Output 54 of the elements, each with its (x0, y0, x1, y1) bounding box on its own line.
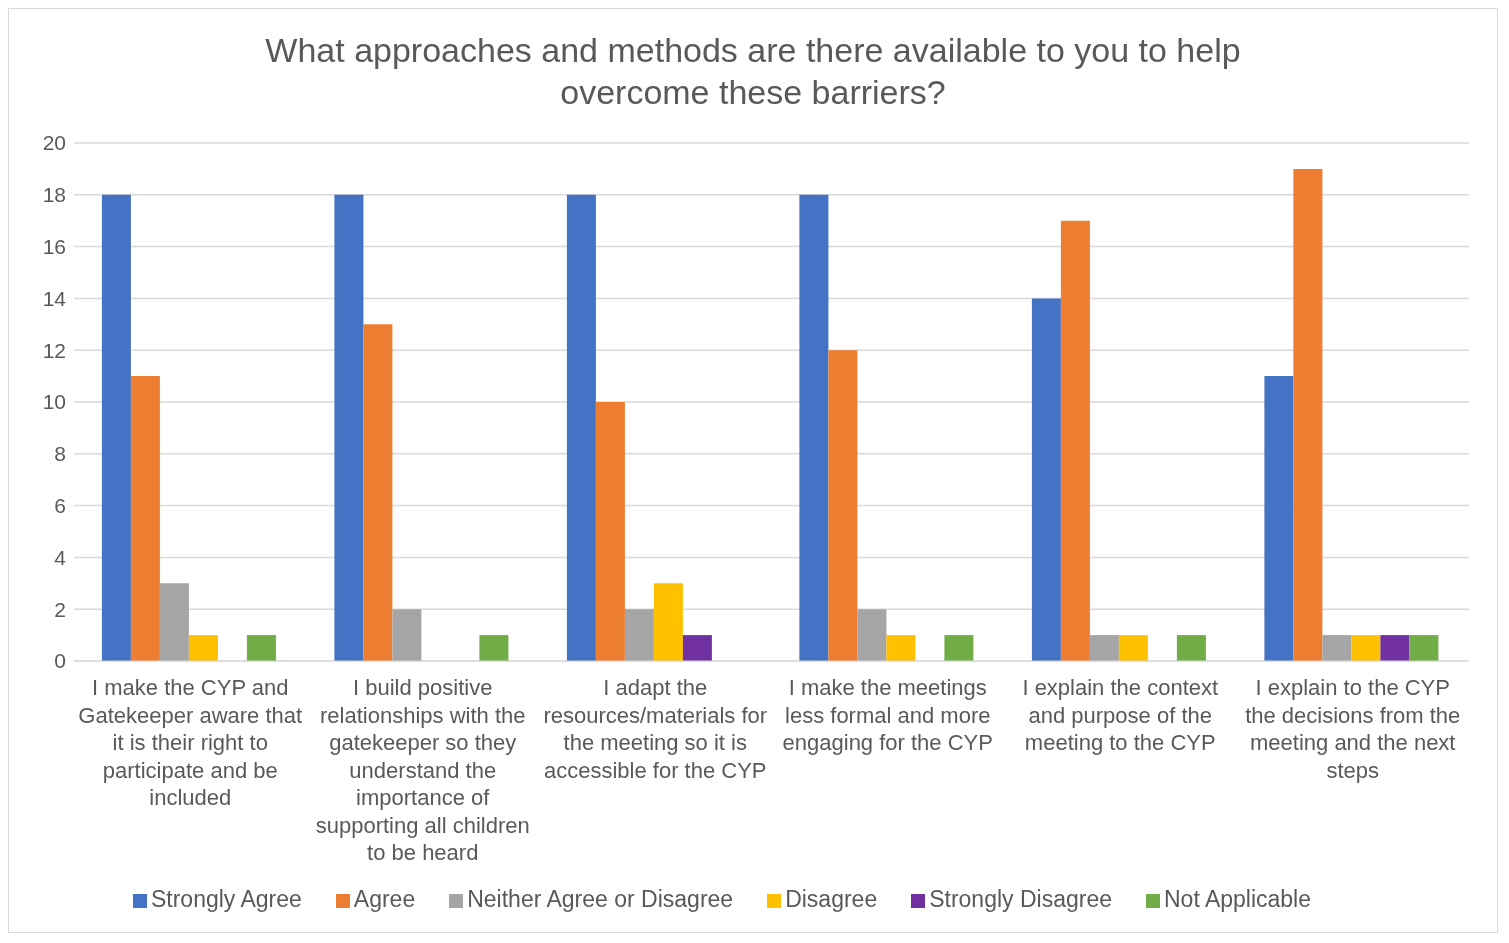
y-tick-label: 0 (54, 649, 66, 673)
y-tick-label: 14 (42, 286, 67, 310)
bar (1089, 635, 1119, 661)
chart-title: What approaches and methods are there available to you to help overcome these barriers? (264, 30, 1242, 113)
legend-label: Disagree (785, 886, 878, 912)
bar (479, 635, 509, 661)
y-tick-label: 12 (42, 338, 66, 362)
bar (392, 609, 422, 661)
y-tick-label: 18 (42, 183, 66, 207)
x-tick-label: I make the CYP and Gatekeeper aware that it is their right to participate and be included (78, 675, 303, 810)
bar (1176, 635, 1206, 661)
y-tick-label: 10 (42, 390, 66, 414)
bar (1293, 168, 1323, 661)
bar (363, 324, 393, 661)
bar (159, 583, 189, 661)
y-tick-label: 20 (42, 131, 66, 155)
y-tick-label: 4 (54, 545, 67, 569)
x-tick-label: I build positive relationships with the gatekeeper so they understand the importance of supporting all children to be heard (315, 675, 530, 865)
y-tick-label: 2 (54, 597, 66, 621)
bar (246, 635, 276, 661)
bar (799, 194, 829, 661)
legend-label: Strongly Disagree (929, 886, 1112, 912)
bar (1118, 635, 1148, 661)
bar (101, 194, 131, 661)
legend-label: Not Applicable (1163, 886, 1312, 912)
y-tick-label: 6 (54, 494, 66, 518)
bar (188, 635, 218, 661)
bar (624, 609, 654, 661)
x-tick-label: I make the meetings less formal and more engaging for the CYP (782, 675, 993, 755)
bar (1409, 635, 1439, 661)
bar (682, 635, 712, 661)
bar (566, 194, 596, 661)
legend-label: Neither Agree or Disagree (467, 886, 734, 912)
y-tick-label: 8 (54, 442, 66, 466)
bar (334, 194, 364, 661)
x-tick-label: I adapt the resources/materials for the meeting so it is accessible for the CYP (543, 675, 768, 783)
bar (886, 635, 916, 661)
bar (595, 402, 625, 661)
bar (857, 609, 887, 661)
bar (1264, 376, 1294, 661)
legend-label: Agree (353, 886, 416, 912)
bar (1322, 635, 1352, 661)
bar (1031, 298, 1061, 661)
bar (1351, 635, 1381, 661)
bar (1380, 635, 1410, 661)
y-tick-label: 16 (42, 235, 66, 259)
x-tick-label: I explain to the CYP the decisions from the meeting and the next steps (1245, 675, 1461, 783)
x-tick-label: I explain the context and purpose of the meeting to the CYP (1022, 675, 1219, 755)
bar (828, 350, 858, 661)
bar (944, 635, 974, 661)
legend-label: Strongly Agree (150, 886, 302, 912)
bar (653, 583, 683, 661)
bar (1060, 220, 1090, 661)
bar (130, 376, 160, 661)
